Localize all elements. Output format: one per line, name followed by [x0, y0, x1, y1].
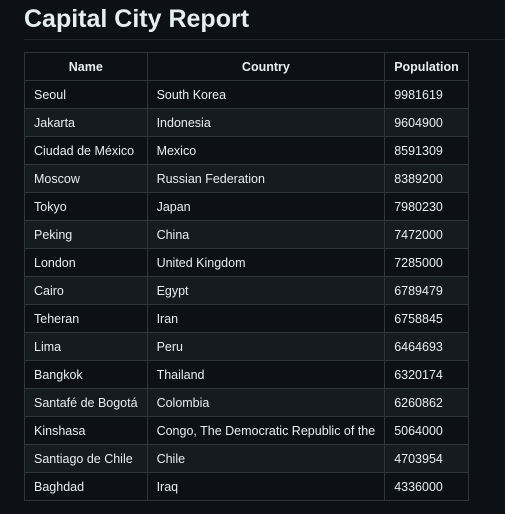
table-row: London United Kingdom 7285000 — [24, 248, 469, 277]
cell-name: Lima — [24, 332, 148, 361]
table-row: Baghdad Iraq 4336000 — [24, 472, 469, 501]
table-row: Santafé de Bogotá Colombia 6260862 — [24, 388, 469, 417]
cell-country: Egypt — [146, 276, 386, 305]
cell-country: Congo, The Democratic Republic of the — [146, 416, 386, 445]
cell-name: Jakarta — [24, 108, 148, 137]
cell-population: 8591309 — [384, 136, 469, 165]
cell-country: South Korea — [146, 80, 386, 109]
cell-population: 6464693 — [384, 332, 469, 361]
cell-name: Tokyo — [24, 192, 148, 221]
capital-city-table: Name Country Population Seoul South Korea… — [24, 52, 469, 501]
cell-country: China — [146, 220, 386, 249]
cell-country: Japan — [146, 192, 386, 221]
cell-country: Thailand — [146, 360, 386, 389]
cell-name: Santafé de Bogotá — [24, 388, 148, 417]
table-header-row: Name Country Population — [24, 52, 469, 81]
cell-country: Colombia — [146, 388, 386, 417]
cell-population: 4703954 — [384, 444, 469, 473]
table-row: Santiago de Chile Chile 4703954 — [24, 444, 469, 473]
cell-population: 9981619 — [384, 80, 469, 109]
table-row: Ciudad de México Mexico 8591309 — [24, 136, 469, 165]
page-title: Capital City Report — [24, 0, 505, 40]
cell-country: Mexico — [146, 136, 386, 165]
table-row: Teheran Iran 6758845 — [24, 304, 469, 333]
table-body: Seoul South Korea 9981619 Jakarta Indonesia 9… — [24, 80, 469, 501]
column-header-country[interactable]: Country — [146, 52, 386, 81]
table-row: Bangkok Thailand 6320174 — [24, 360, 469, 389]
cell-population: 6789479 — [384, 276, 469, 305]
cell-population: 8389200 — [384, 164, 469, 193]
cell-population: 5064000 — [384, 416, 469, 445]
cell-population: 7980230 — [384, 192, 469, 221]
cell-name: London — [24, 248, 148, 277]
cell-name: Seoul — [24, 80, 148, 109]
cell-name: Cairo — [24, 276, 148, 305]
column-header-name[interactable]: Name — [24, 52, 148, 81]
cell-population: 9604900 — [384, 108, 469, 137]
table-row: Jakarta Indonesia 9604900 — [24, 108, 469, 137]
cell-population: 6320174 — [384, 360, 469, 389]
table-row: Cairo Egypt 6789479 — [24, 276, 469, 305]
cell-country: United Kingdom — [146, 248, 386, 277]
cell-name: Kinshasa — [24, 416, 148, 445]
cell-name: Moscow — [24, 164, 148, 193]
table-row: Kinshasa Congo, The Democratic Republic o… — [24, 416, 469, 445]
cell-name: Santiago de Chile — [24, 444, 148, 473]
column-header-population[interactable]: Population — [384, 52, 469, 81]
table-row: Moscow Russian Federation 8389200 — [24, 164, 469, 193]
table-row: Tokyo Japan 7980230 — [24, 192, 469, 221]
cell-country: Indonesia — [146, 108, 386, 137]
cell-name: Baghdad — [24, 472, 148, 501]
cell-population: 7472000 — [384, 220, 469, 249]
cell-country: Iran — [146, 304, 386, 333]
cell-name: Bangkok — [24, 360, 148, 389]
cell-population: 7285000 — [384, 248, 469, 277]
cell-population: 6260862 — [384, 388, 469, 417]
cell-country: Peru — [146, 332, 386, 361]
table-row: Peking China 7472000 — [24, 220, 469, 249]
table-row: Seoul South Korea 9981619 — [24, 80, 469, 109]
report-page: Capital City Report Name Country Populat… — [24, 0, 505, 501]
cell-name: Teheran — [24, 304, 148, 333]
cell-country: Russian Federation — [146, 164, 386, 193]
cell-name: Peking — [24, 220, 148, 249]
cell-country: Iraq — [146, 472, 386, 501]
cell-population: 6758845 — [384, 304, 469, 333]
cell-population: 4336000 — [384, 472, 469, 501]
cell-country: Chile — [146, 444, 386, 473]
cell-name: Ciudad de México — [24, 136, 148, 165]
table-row: Lima Peru 6464693 — [24, 332, 469, 361]
